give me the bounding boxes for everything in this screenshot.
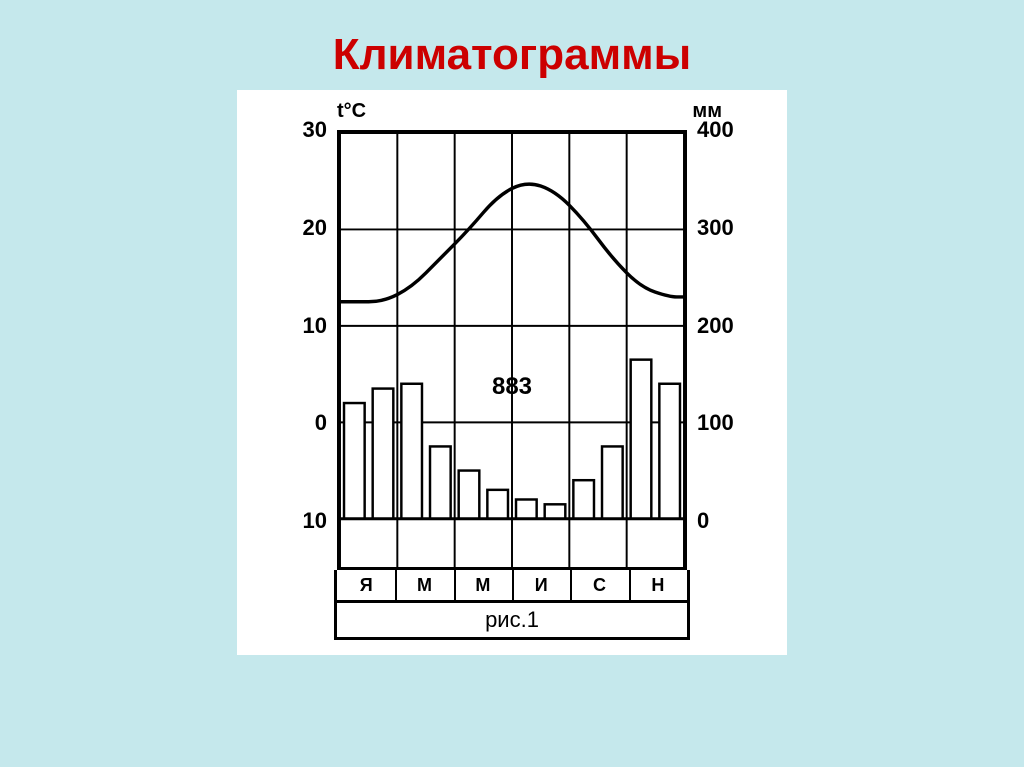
left-tick: 30 — [277, 117, 327, 143]
month-cell: И — [512, 570, 572, 600]
page-title: Климатограммы — [0, 0, 1024, 90]
right-tick: 0 — [697, 508, 747, 534]
month-cell: Я — [337, 570, 397, 600]
month-cell: С — [570, 570, 630, 600]
left-tick: 10 — [277, 508, 327, 534]
chart-body: 302010010 4003002001000 883 — [277, 130, 747, 570]
right-tick: 300 — [697, 215, 747, 241]
chart-svg — [340, 133, 684, 567]
left-tick: 20 — [277, 215, 327, 241]
axis-units-row: t°C мм — [257, 100, 767, 130]
plot-area: 883 — [337, 130, 687, 570]
right-tick: 400 — [697, 117, 747, 143]
right-tick: 100 — [697, 410, 747, 436]
chart-panel: t°C мм 302010010 4003002001000 883 ЯММИС… — [237, 90, 787, 655]
left-axis-unit: t°C — [337, 100, 366, 123]
annual-total: 883 — [492, 373, 532, 401]
month-cell: Н — [629, 570, 687, 600]
left-tick: 0 — [277, 410, 327, 436]
right-tick: 200 — [697, 313, 747, 339]
month-cell: М — [395, 570, 455, 600]
right-axis-ticks: 4003002001000 — [697, 130, 747, 570]
month-row: ЯММИСН — [334, 570, 690, 603]
caption: рис.1 — [334, 603, 690, 640]
month-cell: М — [454, 570, 514, 600]
left-tick: 10 — [277, 313, 327, 339]
left-axis-ticks: 302010010 — [277, 130, 327, 570]
